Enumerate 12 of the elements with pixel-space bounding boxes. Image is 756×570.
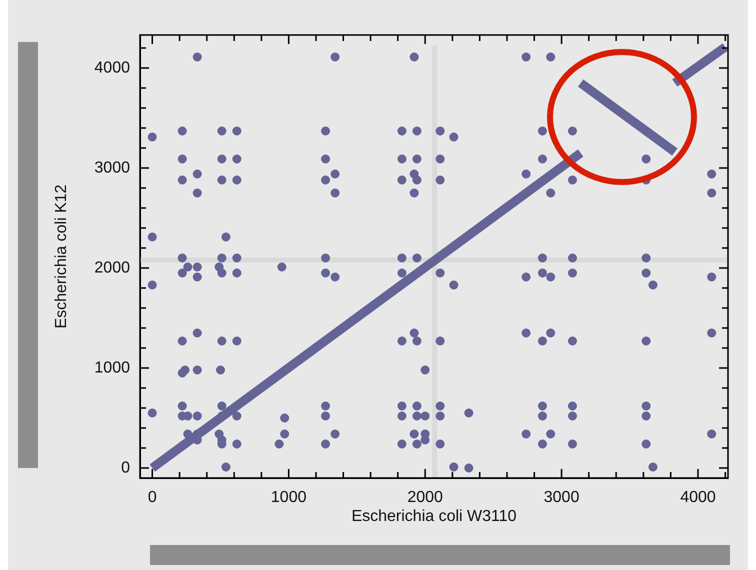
y-tick-label: 2000 — [94, 259, 130, 276]
x-tick-label: 0 — [148, 489, 157, 506]
x-tick-label: 2000 — [407, 489, 444, 506]
y-tick-label: 0 — [121, 459, 130, 476]
x-axis-title: Escherichia coli W3110 — [351, 508, 517, 525]
x-tick-label: 4000 — [680, 489, 716, 506]
x-tick-label: 1000 — [270, 489, 307, 506]
y-tick-label: 4000 — [94, 59, 130, 76]
y-tick-label: 3000 — [94, 159, 130, 176]
y-tick-label: 1000 — [94, 359, 130, 376]
y-axis-title: Escherichia coli K12 — [53, 184, 70, 329]
x-tick-label: 3000 — [544, 489, 580, 506]
